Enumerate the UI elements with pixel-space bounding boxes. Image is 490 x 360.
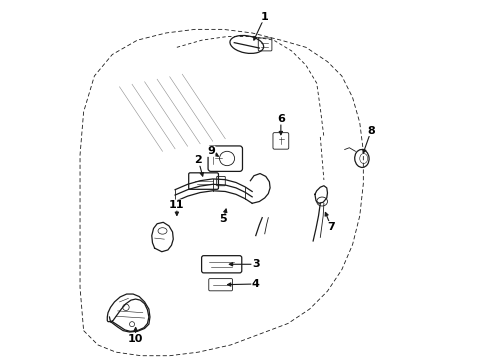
Text: 9: 9 (207, 146, 215, 156)
Text: 6: 6 (277, 114, 285, 124)
Text: 2: 2 (195, 155, 202, 165)
Text: 5: 5 (220, 215, 227, 224)
Text: 10: 10 (128, 333, 143, 343)
Text: 7: 7 (327, 222, 335, 231)
Text: 8: 8 (368, 126, 375, 135)
Text: 3: 3 (252, 259, 260, 269)
Text: 11: 11 (169, 200, 185, 210)
Text: 4: 4 (252, 279, 260, 289)
Text: 1: 1 (261, 12, 269, 22)
